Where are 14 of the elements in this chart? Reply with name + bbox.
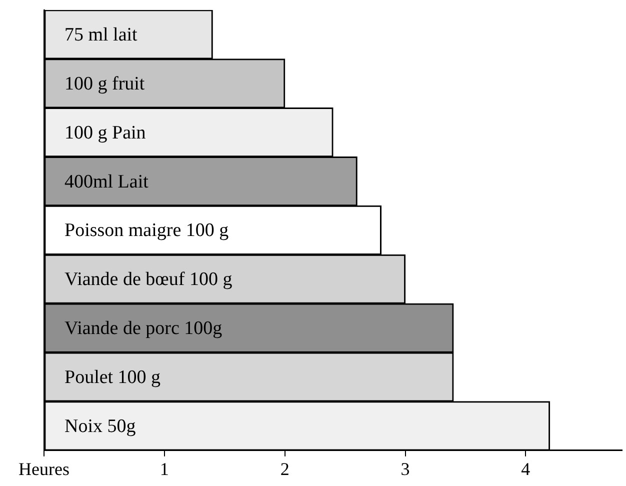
x-tick-label: 4 (521, 458, 530, 479)
y-tick-label: 400ml Lait (64, 171, 150, 192)
y-tick-label: Poisson maigre 100 g (64, 220, 230, 242)
y-tick-label: Noix 50g (64, 416, 136, 437)
y-tick-label: Viande de bœuf 100 g (64, 269, 233, 290)
x-tick-label: 1 (160, 458, 169, 479)
x-tick-label: Heures (18, 458, 70, 479)
y-tick-label: 100 g fruit (64, 73, 146, 94)
y-tick-label: Poulet 100 g (64, 366, 162, 388)
x-tick-label: 3 (400, 458, 410, 479)
y-tick-label: Viande de porc 100g (64, 318, 223, 340)
y-tick-label: 100 g Pain (64, 122, 146, 144)
x-tick-label: 2 (280, 458, 290, 479)
y-tick-label: 75 ml lait (64, 24, 138, 46)
